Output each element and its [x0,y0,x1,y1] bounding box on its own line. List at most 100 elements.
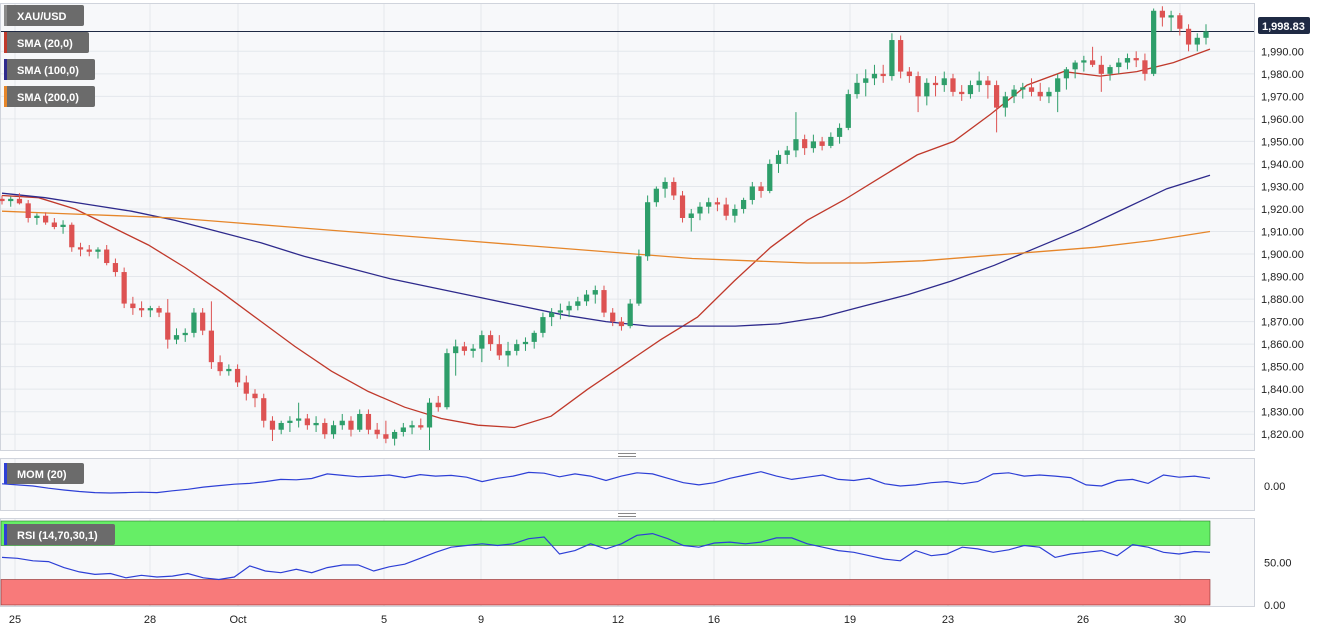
candle[interactable] [758,181,764,198]
candle[interactable] [732,204,738,223]
candle[interactable] [1107,64,1113,81]
candle[interactable] [889,33,895,81]
candle[interactable] [601,285,607,318]
candle[interactable] [566,301,572,318]
candle[interactable] [592,285,598,304]
candle[interactable] [845,89,851,131]
candle[interactable] [234,364,241,387]
candle[interactable] [69,222,75,252]
candle[interactable] [767,159,773,194]
candle[interactable] [453,339,459,376]
candle[interactable] [1055,73,1061,113]
candle[interactable] [636,249,642,306]
candle[interactable] [1124,53,1131,70]
candle[interactable] [339,413,345,430]
candle[interactable] [269,416,276,441]
candle[interactable] [1203,24,1209,45]
candle[interactable] [496,335,502,360]
candle[interactable] [1002,91,1008,117]
legend-sma-100[interactable]: SMA (100,0) [4,59,95,80]
candle[interactable] [487,330,494,351]
candle[interactable] [531,330,537,349]
candle[interactable] [1020,82,1026,99]
candle[interactable] [976,71,982,92]
candle[interactable] [191,308,197,338]
candle[interactable] [985,76,991,99]
candle[interactable] [0,195,5,205]
candle[interactable] [583,290,590,306]
candle[interactable] [243,375,249,401]
candle[interactable] [86,245,92,257]
candle[interactable] [906,67,912,83]
candle[interactable] [409,420,415,435]
pane-splitter[interactable] [618,453,636,457]
candle[interactable] [880,64,886,83]
candle[interactable] [967,80,974,99]
candle[interactable] [383,420,389,444]
candle[interactable] [871,64,878,86]
pane-splitter[interactable] [618,513,636,517]
candle[interactable] [479,330,485,363]
candle[interactable] [749,181,755,205]
candle[interactable] [121,267,127,309]
candle[interactable] [77,242,84,257]
candle[interactable] [287,416,293,432]
candle[interactable] [104,245,110,266]
candle[interactable] [365,409,372,435]
legend-rsi[interactable]: RSI (14,70,30,1) [4,524,115,545]
candle[interactable] [723,197,729,221]
candle[interactable] [653,186,659,207]
candle[interactable] [156,305,162,318]
candle[interactable] [810,134,817,153]
candle[interactable] [278,420,284,435]
candle[interactable] [1028,78,1035,97]
legend-sma-20[interactable]: SMA (20,0) [4,32,89,53]
candle[interactable] [1133,51,1139,68]
candle[interactable] [400,422,406,437]
candle[interactable] [1081,55,1087,72]
candle[interactable] [924,78,930,106]
candle[interactable] [173,328,180,345]
candle[interactable] [426,398,433,450]
candle[interactable] [1072,60,1078,79]
candle[interactable] [51,217,57,230]
candle[interactable] [775,150,782,173]
candle[interactable] [522,337,529,351]
candle[interactable] [1011,85,1017,104]
legend-momentum[interactable]: MOM (20) [4,463,84,484]
candle[interactable] [261,393,267,428]
candle[interactable] [618,317,625,331]
candle[interactable] [1142,53,1148,81]
candle[interactable] [304,413,310,430]
candle[interactable] [461,341,468,356]
candle[interactable] [348,416,354,437]
candle[interactable] [1185,24,1192,52]
candle[interactable] [322,418,328,439]
candle[interactable] [330,420,337,439]
momentum-pane[interactable] [0,458,1255,511]
candle[interactable] [575,296,581,311]
candle[interactable] [793,112,799,158]
candle[interactable] [505,341,511,367]
candle[interactable] [610,308,616,327]
candle[interactable] [959,85,965,101]
candle[interactable] [863,69,869,97]
legend-symbol[interactable]: XAU/USD [4,5,84,26]
candle[interactable] [217,355,223,376]
candle[interactable] [112,258,119,277]
candle[interactable] [470,344,476,358]
candle[interactable] [1089,46,1096,68]
candle[interactable] [941,71,947,92]
candle[interactable] [514,339,520,356]
candle[interactable] [138,301,145,318]
candle[interactable] [182,328,188,342]
candle[interactable] [1046,87,1052,104]
candle[interactable] [540,312,546,338]
candle[interactable] [296,402,302,428]
candle[interactable] [226,364,232,376]
candle[interactable] [836,123,843,144]
candle[interactable] [208,301,215,369]
candle[interactable] [1098,55,1104,92]
candle[interactable] [130,296,136,315]
